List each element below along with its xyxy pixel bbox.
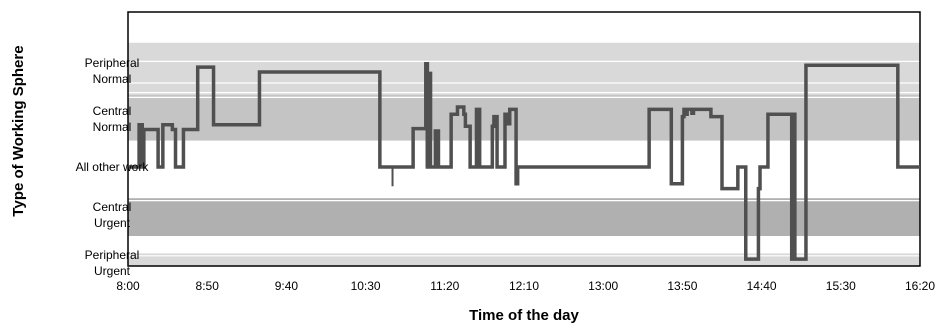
- x-tick-label: 12:10: [509, 279, 539, 293]
- y-tick-label: Urgent: [94, 264, 131, 278]
- x-tick-label: 16:20: [905, 279, 935, 293]
- grid-lines: [128, 41, 920, 257]
- x-tick-label: 9:40: [275, 279, 299, 293]
- x-tick-labels: 8:00 8:50 9:40 10:30 11:20 12:10 13:00 13:50 14:…: [116, 279, 935, 293]
- x-tick-label: 8:50: [196, 279, 220, 293]
- y-tick-label: Peripheral: [85, 248, 140, 262]
- y-axis-title: Type of Working Sphere: [10, 45, 27, 216]
- y-tick-label: Central: [93, 200, 132, 214]
- x-tick-label: 14:40: [747, 279, 777, 293]
- category-bands: [128, 42, 920, 266]
- x-tick-label: 13:50: [667, 279, 697, 293]
- y-tick-label: All other work: [76, 160, 150, 174]
- y-tick-label: Normal: [93, 72, 132, 86]
- category-band: [128, 253, 920, 266]
- y-tick-label: Peripheral: [85, 56, 140, 70]
- category-band: [128, 198, 920, 237]
- x-tick-label: 8:00: [116, 279, 140, 293]
- y-tick-label: Normal: [93, 120, 132, 134]
- x-tick-label: 15:30: [826, 279, 856, 293]
- x-tick-label: 10:30: [351, 279, 381, 293]
- category-band: [128, 95, 920, 141]
- y-tick-labels: Peripheral Normal Central Normal All other w…: [76, 56, 150, 278]
- category-band: [128, 42, 920, 95]
- series-line: [128, 62, 920, 261]
- x-axis-title: Time of the day: [469, 307, 579, 324]
- y-tick-label: Central: [93, 104, 132, 118]
- y-tick-label: Urgent: [94, 216, 131, 230]
- x-tick-label: 11:20: [430, 279, 459, 293]
- x-tick-label: 13:00: [588, 279, 618, 293]
- plot-area-frame: [127, 11, 921, 267]
